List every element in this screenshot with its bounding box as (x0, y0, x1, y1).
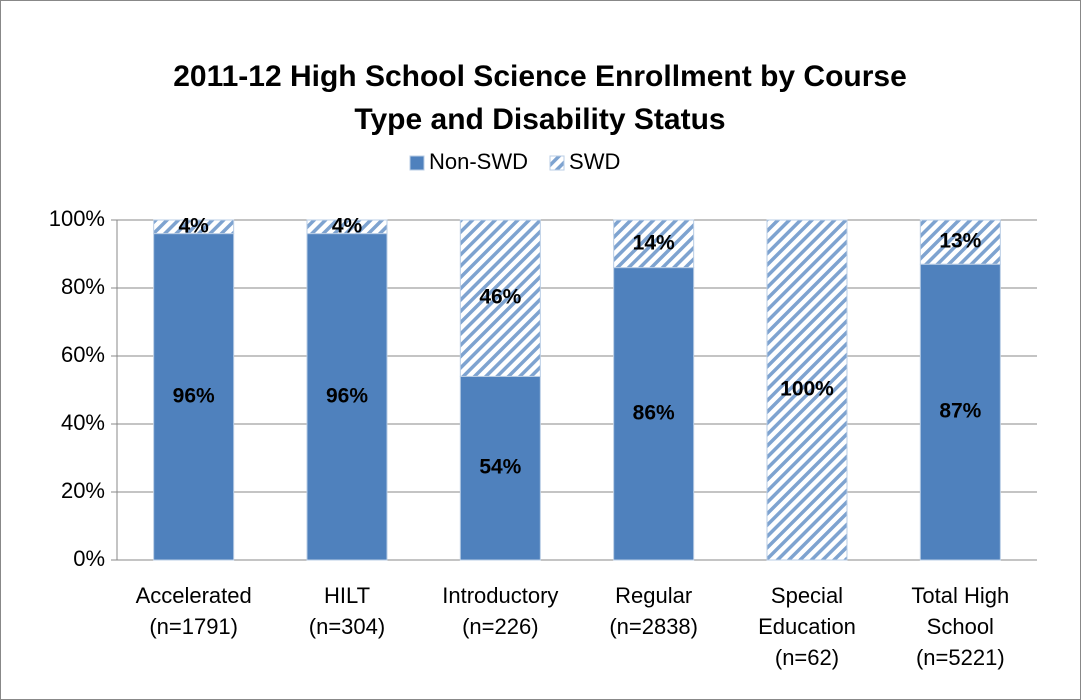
data-label: 87% (939, 400, 981, 423)
y-tick-label: 100% (49, 206, 105, 231)
bar-segment (613, 219, 695, 269)
bar-segment (306, 219, 388, 235)
y-tick-label: 0% (73, 546, 105, 571)
y-tick-label: 80% (61, 274, 105, 299)
legend-swatch (409, 155, 425, 171)
bar-segment (153, 219, 235, 235)
chart-title: 2011-12 High School Science Enrollment b… (173, 60, 907, 136)
x-tick-label: HILT (n=304) (308, 583, 386, 639)
bar-segment (919, 263, 1001, 561)
data-label: 4% (332, 214, 363, 237)
x-tick-label: Introductory (n=226) (442, 583, 559, 639)
data-label: 100% (780, 378, 834, 401)
data-label: 54% (479, 456, 521, 479)
data-label: 14% (633, 231, 675, 254)
bar-segment (919, 219, 1001, 265)
data-label: 4% (178, 214, 209, 237)
x-tick-label: Special Education (n=62) (758, 583, 856, 670)
y-tick-label: 60% (61, 342, 105, 367)
x-tick-label: Accelerated (n=1791) (135, 583, 252, 639)
data-label: 46% (479, 286, 521, 309)
legend-label: SWD (569, 149, 620, 174)
bar-segment (613, 267, 695, 561)
bar-segment (766, 219, 848, 561)
data-label: 13% (939, 230, 981, 253)
x-tick-label: Total High School (n=5221) (911, 583, 1010, 670)
bar-segment (459, 219, 541, 377)
y-tick-label: 20% (61, 478, 105, 503)
y-tick-label: 40% (61, 410, 105, 435)
bar-segment (459, 375, 541, 561)
data-label: 96% (326, 384, 368, 407)
data-label: 96% (173, 384, 215, 407)
legend-label: Non-SWD (429, 149, 528, 174)
x-tick-label: Regular (n=2838) (609, 583, 698, 639)
bar-segment (153, 233, 235, 561)
legend-swatch (549, 155, 565, 171)
bar-segment (306, 233, 388, 561)
data-label: 86% (633, 401, 675, 424)
